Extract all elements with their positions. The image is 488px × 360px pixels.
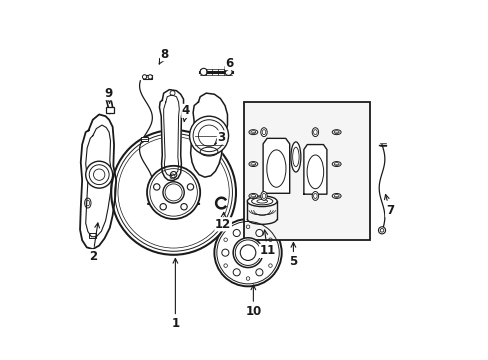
Circle shape	[266, 249, 274, 256]
Text: 2: 2	[88, 223, 99, 263]
Circle shape	[170, 171, 177, 178]
Circle shape	[181, 203, 187, 210]
Circle shape	[187, 184, 193, 190]
Ellipse shape	[260, 128, 266, 136]
Circle shape	[240, 245, 255, 260]
Polygon shape	[190, 93, 227, 177]
Circle shape	[160, 203, 166, 210]
Text: 8: 8	[159, 48, 168, 64]
Bar	[141, 138, 147, 141]
Circle shape	[163, 182, 184, 203]
Ellipse shape	[311, 192, 318, 201]
Circle shape	[233, 229, 240, 237]
Polygon shape	[159, 90, 183, 181]
Bar	[106, 107, 114, 113]
Polygon shape	[263, 138, 289, 193]
Ellipse shape	[290, 142, 300, 172]
Circle shape	[111, 130, 236, 255]
Circle shape	[222, 249, 228, 256]
Ellipse shape	[311, 128, 318, 136]
Text: 5: 5	[289, 243, 297, 268]
Circle shape	[85, 161, 112, 188]
Bar	[88, 233, 96, 238]
Text: 3: 3	[214, 131, 225, 144]
Text: 1: 1	[171, 258, 179, 330]
Text: 10: 10	[245, 285, 261, 318]
Text: 6: 6	[224, 57, 233, 73]
Bar	[244, 102, 369, 240]
Circle shape	[189, 116, 228, 155]
Circle shape	[255, 269, 263, 276]
Circle shape	[233, 269, 240, 276]
Text: 4: 4	[182, 104, 190, 121]
Circle shape	[200, 68, 207, 76]
Text: 12: 12	[215, 212, 231, 231]
Ellipse shape	[247, 196, 277, 207]
Circle shape	[148, 75, 152, 79]
Ellipse shape	[331, 162, 341, 167]
Polygon shape	[303, 145, 326, 194]
Circle shape	[224, 68, 232, 76]
Ellipse shape	[248, 162, 257, 167]
Ellipse shape	[260, 192, 266, 201]
Text: 9: 9	[104, 87, 112, 103]
Circle shape	[255, 229, 263, 237]
Circle shape	[233, 238, 263, 267]
Text: 7: 7	[384, 194, 393, 217]
Bar	[143, 75, 152, 79]
Circle shape	[153, 184, 160, 190]
Circle shape	[378, 227, 385, 234]
Circle shape	[142, 75, 146, 79]
Circle shape	[214, 219, 281, 286]
Ellipse shape	[248, 193, 257, 198]
Text: 11: 11	[259, 230, 275, 257]
Polygon shape	[80, 114, 116, 249]
Ellipse shape	[331, 193, 341, 198]
Circle shape	[147, 166, 200, 219]
Ellipse shape	[331, 130, 341, 135]
Ellipse shape	[248, 130, 257, 135]
